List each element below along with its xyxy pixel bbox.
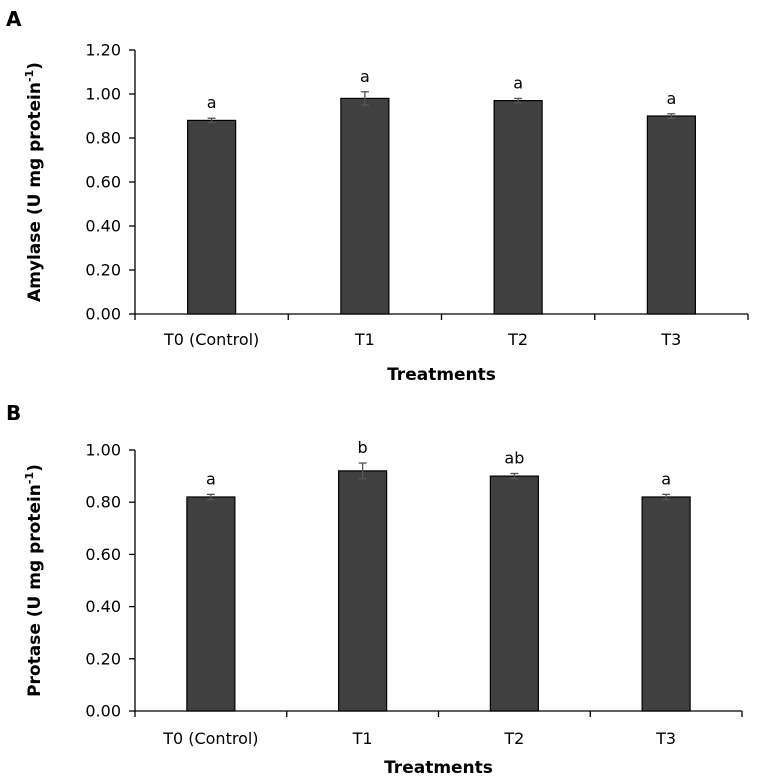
category-label-a-1: T1 [354, 330, 375, 349]
category-label-a-3: T3 [660, 330, 681, 349]
category-label-b-3: T3 [655, 729, 676, 748]
bar-b-2 [489, 475, 539, 712]
y-tick-label-a: 0.00 [85, 305, 121, 324]
significance-label-b-1: b [358, 438, 368, 457]
y-tick-label-b: 0.80 [85, 493, 121, 512]
category-label-b-1: T1 [352, 729, 373, 748]
bar-b-1 [338, 470, 388, 712]
y-tick-label-a: 0.80 [85, 129, 121, 148]
significance-label-b-2: ab [504, 448, 524, 467]
panel-letter-a: A [6, 7, 22, 31]
bar-a-0 [187, 119, 237, 315]
y-tick-label-b: 0.40 [85, 597, 121, 616]
category-label-a-2: T2 [507, 330, 528, 349]
significance-label-a-0: a [207, 93, 217, 112]
significance-label-a-3: a [666, 89, 676, 108]
chart-panel-a: A 0.00 0.20 0.40 0.60 0.80 1.00 1.20 a T0 (Contro… [6, 7, 749, 385]
panel-letter-b: B [6, 401, 21, 425]
y-tick-label-a: 1.00 [85, 85, 121, 104]
bar-a-1 [340, 97, 390, 315]
y-tick-label-b: 0.20 [85, 649, 121, 668]
x-axis-title-a: Treatments [387, 365, 496, 385]
y-tick-label-a: 1.20 [85, 41, 121, 60]
y-tick-label-b: 0.00 [85, 702, 121, 721]
y-tick-label-a: 0.20 [85, 261, 121, 280]
chart-panel-b: B 0.00 0.20 0.40 0.60 0.80 1.00 a T0 (Control) b T… [6, 401, 743, 778]
significance-label-b-3: a [661, 469, 671, 488]
category-label-b-2: T2 [503, 729, 524, 748]
y-axis-title-a: Amylase (U mg protein-1) [23, 62, 45, 302]
bar-a-3 [646, 115, 696, 315]
bar-b-3 [641, 496, 691, 712]
y-tick-label-b: 0.60 [85, 545, 121, 564]
y-tick-label-b: 1.00 [85, 441, 121, 460]
y-tick-label-a: 0.40 [85, 217, 121, 236]
significance-label-b-0: a [206, 469, 216, 488]
significance-label-a-1: a [360, 67, 370, 86]
bar-a-2 [493, 99, 543, 315]
bar-b-0 [186, 496, 236, 712]
significance-label-a-2: a [513, 73, 523, 92]
x-axis-title-b: Treatments [384, 758, 493, 778]
category-label-a-0: T0 (Control) [163, 330, 259, 349]
y-axis-title-b: Protase (U mg protein-1) [23, 464, 45, 697]
y-tick-label-a: 0.60 [85, 173, 121, 192]
category-label-b-0: T0 (Control) [162, 729, 258, 748]
